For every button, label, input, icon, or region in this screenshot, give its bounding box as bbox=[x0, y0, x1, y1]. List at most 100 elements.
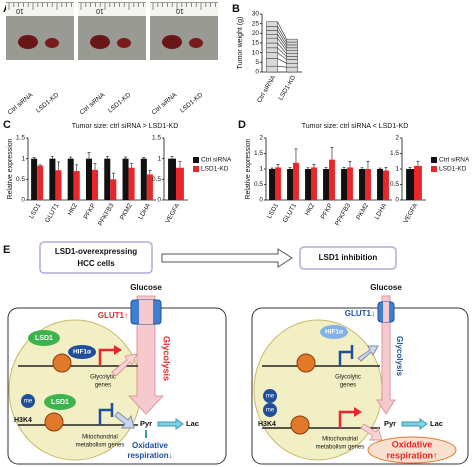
nucleus bbox=[8, 319, 142, 461]
y-tick-label: 0.5 bbox=[254, 181, 263, 188]
oxidative-respiration: respiration↑ bbox=[386, 450, 437, 460]
bar-segment bbox=[266, 52, 278, 59]
x-tick-label: PKM2 bbox=[355, 202, 370, 221]
sample-label: Ctrl siRNA bbox=[79, 91, 107, 116]
y-axis-label: Tumor weight (g) bbox=[237, 17, 244, 70]
flux-arrow bbox=[357, 345, 379, 362]
bar bbox=[305, 169, 311, 200]
oxidative-respiration: Oxidative bbox=[392, 439, 433, 449]
connector bbox=[277, 30, 287, 46]
glut-label: GLUT1↑ bbox=[98, 311, 128, 320]
bar bbox=[67, 158, 74, 200]
transition-arrow bbox=[161, 248, 293, 268]
legend-label: Ctrl siRNA bbox=[439, 157, 470, 164]
x-tick-label: LSD1 bbox=[28, 202, 42, 220]
flux-arrow bbox=[360, 423, 383, 441]
bar bbox=[287, 169, 293, 200]
x-tick-label: VEGFA bbox=[402, 202, 419, 225]
ruler-label: 10 bbox=[16, 7, 24, 14]
panel-label: C bbox=[3, 119, 11, 131]
bar-segment bbox=[286, 53, 298, 57]
y-tick-label: 2 bbox=[395, 135, 399, 142]
y-tick-label: 20 bbox=[252, 30, 260, 37]
bar bbox=[31, 158, 38, 200]
nucleosome bbox=[52, 353, 72, 373]
sample-label: Ctrl siRNA bbox=[7, 91, 35, 116]
bar-segment bbox=[286, 47, 298, 51]
gene-label: Glycolytic bbox=[90, 375, 116, 381]
x-tick-label: HK2 bbox=[304, 202, 317, 217]
tumor bbox=[189, 38, 203, 48]
lsd1 bbox=[44, 394, 76, 410]
bar bbox=[168, 158, 176, 200]
tumor bbox=[90, 35, 110, 49]
bar-segment bbox=[286, 50, 298, 54]
bar-segment bbox=[266, 42, 278, 49]
bar bbox=[92, 169, 99, 200]
y-tick-label: 2 bbox=[259, 135, 263, 142]
connector bbox=[277, 26, 287, 43]
lsd1 bbox=[28, 330, 60, 346]
bar bbox=[122, 158, 129, 200]
flux-arrow bbox=[111, 353, 138, 377]
x-tick-label: VEGFA bbox=[164, 202, 181, 225]
x-tick-label: GLUT1 bbox=[282, 202, 299, 224]
h3k4: H3K4 bbox=[14, 417, 32, 424]
tumor bbox=[18, 35, 38, 49]
ruler-label: 10 bbox=[176, 7, 184, 14]
x-tick-label: LSD1-KD bbox=[277, 74, 297, 102]
gene-label: genes bbox=[95, 383, 111, 389]
gene-label: metabolism genes bbox=[316, 445, 365, 451]
legend-swatch bbox=[193, 166, 199, 172]
gene-label: Glycolytic bbox=[335, 375, 361, 381]
glucose: Glucose bbox=[130, 283, 162, 292]
glucose: Glucose bbox=[370, 283, 402, 292]
y-tick-label: 10 bbox=[252, 49, 260, 56]
bar bbox=[146, 174, 153, 200]
nucleosome bbox=[44, 412, 64, 432]
y-tick-label: 1 bbox=[395, 166, 399, 173]
bar bbox=[275, 167, 281, 200]
sample-label: LSD1-KD bbox=[35, 91, 61, 114]
y-tick-label: 1 bbox=[259, 166, 263, 173]
y-tick-label: 30 bbox=[252, 11, 260, 18]
connector bbox=[277, 42, 287, 54]
x-tick-label: LDHA bbox=[137, 202, 152, 221]
bar bbox=[110, 179, 117, 200]
hif1a-label: HIF1α bbox=[73, 349, 91, 356]
oxidative-respiration: respiration↓ bbox=[127, 451, 172, 460]
bar-segment bbox=[266, 65, 278, 73]
methyl-label: me bbox=[266, 394, 275, 400]
bar-segment bbox=[266, 26, 278, 31]
glycolysis: Glycolysis bbox=[395, 336, 404, 377]
activation-arrow bbox=[98, 348, 114, 366]
bar-segment bbox=[286, 59, 298, 64]
bar bbox=[383, 170, 389, 200]
chart-title: Tumor size: ctrl siRNA < LSD1-KD bbox=[302, 123, 409, 130]
y-tick-label: 1.5 bbox=[254, 150, 263, 157]
y-tick-label: 1.5 bbox=[390, 150, 399, 157]
bar-segment bbox=[286, 63, 298, 68]
gene-label: Mitochondrial bbox=[82, 435, 118, 441]
bar bbox=[49, 158, 56, 200]
y-axis-label: Relative expression bbox=[245, 138, 252, 199]
activation-arrow bbox=[338, 410, 354, 428]
legend-swatch bbox=[431, 157, 437, 163]
tumor bbox=[162, 35, 182, 49]
sample-label: LSD1-KD bbox=[179, 91, 205, 114]
bar-segment bbox=[286, 66, 298, 73]
x-tick-label: HK2 bbox=[67, 202, 80, 217]
panel-label: B bbox=[232, 3, 240, 15]
bar bbox=[85, 158, 92, 200]
flux-arrow bbox=[114, 411, 135, 429]
glycolysis: Glycolysis bbox=[162, 336, 172, 381]
bar bbox=[293, 162, 299, 200]
pyr: Pyr bbox=[384, 419, 396, 428]
bar bbox=[329, 159, 335, 200]
connector bbox=[277, 47, 287, 57]
connector bbox=[277, 52, 287, 60]
x-tick-label: PFKP bbox=[83, 202, 98, 220]
x-tick-label: LSD1 bbox=[266, 202, 280, 220]
tumor bbox=[117, 38, 131, 48]
